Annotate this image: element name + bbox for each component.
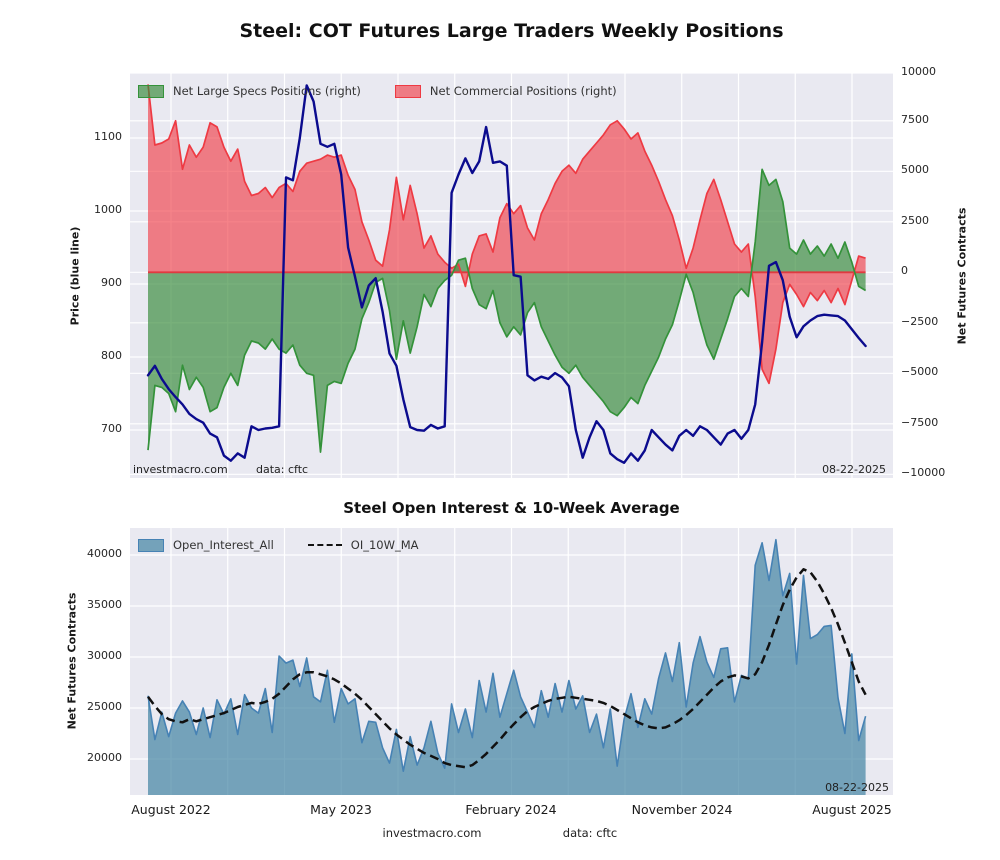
bottom-legend: Open_Interest_All OI_10W_MA <box>138 538 419 552</box>
top-ytick-right: −2500 <box>901 315 939 328</box>
legend-entry-commercial: Net Commercial Positions (right) <box>394 84 617 98</box>
bottom-ytick: 25000 <box>87 700 122 713</box>
top-report-date: 08-22-2025 <box>822 463 886 476</box>
top-ytick-right: 10000 <box>901 65 936 78</box>
top-ytick-right: 7500 <box>901 113 929 126</box>
sub-title: Steel Open Interest & 10-Week Average <box>343 499 680 517</box>
legend-entry-ma: OI_10W_MA <box>307 538 419 552</box>
top-ytick-left: 900 <box>101 276 122 289</box>
top-chart-plot <box>130 73 893 478</box>
legend-entry-oi: Open_Interest_All <box>138 538 274 552</box>
top-ytick-right: 0 <box>901 264 908 277</box>
top-legend: Net Large Specs Positions (right) Net Co… <box>138 84 617 98</box>
xtick-label: May 2023 <box>310 802 372 817</box>
main-title: Steel: COT Futures Large Traders Weekly … <box>239 20 784 42</box>
legend-label-specs: Net Large Specs Positions (right) <box>173 84 361 98</box>
top-ytick-left: 700 <box>101 422 122 435</box>
top-source: data: cftc <box>256 463 309 476</box>
top-ytick-left: 1000 <box>94 203 122 216</box>
figure-watermark: investmacro.com <box>382 826 482 840</box>
legend-label-ma: OI_10W_MA <box>350 538 419 552</box>
xtick-label: August 2025 <box>812 802 892 817</box>
legend-label-commercial: Net Commercial Positions (right) <box>429 84 617 98</box>
top-ytick-right: −5000 <box>901 365 939 378</box>
top-ytick-right: 5000 <box>901 163 929 176</box>
xtick-label: February 2024 <box>465 802 557 817</box>
net-large-specs-line <box>147 168 867 453</box>
bottom-ytick: 35000 <box>87 598 122 611</box>
net-commercial-area <box>148 84 866 384</box>
bottom-report-date: 08-22-2025 <box>825 781 889 794</box>
top-ytick-left: 800 <box>101 349 122 362</box>
bottom-ytick: 30000 <box>87 649 122 662</box>
price-line <box>146 84 867 464</box>
top-ytick-right: −7500 <box>901 416 939 429</box>
figure-source: data: cftc <box>562 826 618 840</box>
bottom-chart-plot <box>130 528 893 795</box>
red-swatch-icon <box>394 84 421 98</box>
net-large-specs-area <box>148 169 866 453</box>
green-swatch-icon <box>138 84 164 98</box>
legend-entry-specs: Net Large Specs Positions (right) <box>138 84 361 98</box>
net-commercial-line <box>147 84 866 385</box>
open-interest-area <box>148 539 866 795</box>
oi-10w-ma-line <box>147 568 867 769</box>
legend-label-oi: Open_Interest_All <box>173 538 274 552</box>
top-ytick-right: 2500 <box>901 214 929 227</box>
xtick-label: August 2022 <box>131 802 211 817</box>
dashed-line-icon <box>307 544 342 546</box>
top-watermark: investmacro.com <box>133 463 228 476</box>
bottom-ytick: 40000 <box>87 547 122 560</box>
top-ytick-right: −10000 <box>901 466 946 479</box>
blue-swatch-icon <box>138 538 164 552</box>
bottom-ytick: 20000 <box>87 751 122 764</box>
top-ytick-left: 1100 <box>94 130 122 143</box>
xtick-label: November 2024 <box>631 802 733 817</box>
